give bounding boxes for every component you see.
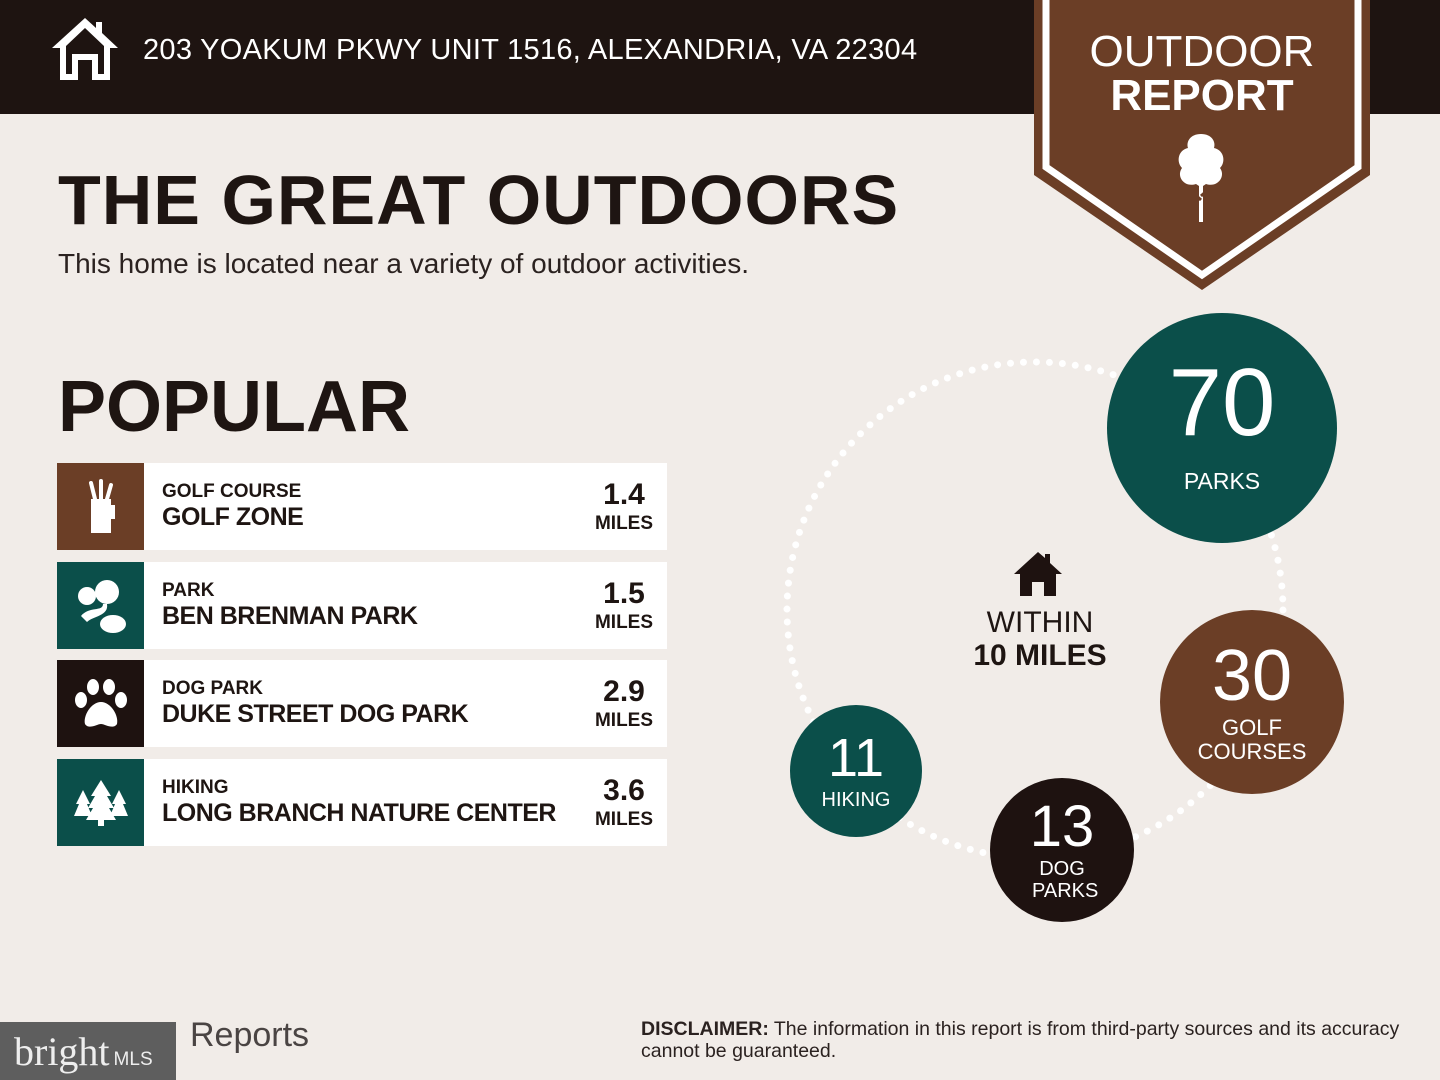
reports-logo: Reports: [190, 1016, 310, 1054]
popular-heading: POPULAR: [58, 367, 411, 447]
pine-trees-icon: [57, 759, 144, 846]
count-label: DOG PARKS: [1032, 858, 1099, 902]
within-line1: WITHIN: [986, 606, 1094, 639]
item-unit: MILES: [594, 612, 654, 633]
home-icon: [52, 18, 118, 80]
item-name: LONG BRANCH NATURE CENTER: [162, 799, 556, 827]
golf-count-circle: 30 GOLF COURSES: [1160, 610, 1344, 794]
badge-title: OUTDOOR REPORT: [1034, 30, 1370, 118]
item-category: DOG PARK: [162, 678, 263, 699]
count-label: PARKS: [1183, 468, 1261, 495]
list-item: GOLF COURSE GOLF ZONE 1.4 MILES: [57, 463, 667, 550]
count-label: HIKING: [821, 789, 891, 811]
parks-count-circle: 70 PARKS: [1107, 313, 1337, 543]
within-label: WITHIN 10 MILES: [940, 548, 1140, 672]
hiking-count-circle: 11 HIKING: [790, 705, 922, 837]
count-number: 13: [1029, 794, 1095, 859]
list-item: PARK BEN BRENMAN PARK 1.5 MILES: [57, 562, 667, 649]
paw-icon: [57, 660, 144, 747]
property-address: 203 YOAKUM PKWY UNIT 1516, ALEXANDRIA, V…: [143, 34, 918, 66]
item-distance: 1.5: [603, 577, 645, 610]
mls-text: MLS: [113, 1049, 153, 1070]
count-number: 70: [1168, 349, 1276, 457]
bright-mls-watermark: bright MLS: [0, 1022, 176, 1080]
item-name: GOLF ZONE: [162, 503, 304, 531]
bright-logo-text: bright: [14, 1029, 110, 1074]
count-number: 30: [1211, 635, 1293, 716]
page-subtitle: This home is located near a variety of o…: [58, 248, 750, 279]
tree-icon: [1178, 134, 1224, 222]
item-category: HIKING: [162, 777, 229, 798]
item-distance: 3.6: [603, 774, 645, 807]
item-name: BEN BRENMAN PARK: [162, 602, 418, 630]
item-distance: 1.4: [603, 478, 645, 511]
item-category: GOLF COURSE: [162, 481, 302, 502]
item-unit: MILES: [594, 710, 654, 731]
list-item: HIKING LONG BRANCH NATURE CENTER 3.6 MIL…: [57, 759, 667, 846]
badge-line2: REPORT: [1110, 71, 1294, 120]
page-title: THE GREAT OUTDOORS: [58, 161, 900, 239]
badge-line1: OUTDOOR: [1089, 27, 1315, 76]
item-unit: MILES: [594, 809, 654, 830]
park-icon: [57, 562, 144, 649]
dog-parks-count-circle: 13 DOG PARKS: [990, 778, 1134, 922]
within-line2: 10 MILES: [973, 639, 1107, 672]
count-label: GOLF COURSES: [1197, 714, 1307, 764]
disclaimer-label: DISCLAIMER:: [641, 1018, 769, 1040]
item-distance: 2.9: [603, 675, 645, 708]
item-unit: MILES: [594, 513, 654, 534]
golf-bag-icon: [57, 463, 144, 550]
list-item: DOG PARK DUKE STREET DOG PARK 2.9 MILES: [57, 660, 667, 747]
item-category: PARK: [162, 580, 215, 601]
disclaimer-text: The information in this report is from t…: [641, 1018, 1400, 1062]
disclaimer: DISCLAIMER: The information in this repo…: [641, 1018, 1401, 1062]
item-name: DUKE STREET DOG PARK: [162, 700, 469, 728]
home-icon: [1014, 552, 1062, 596]
count-number: 11: [827, 728, 885, 788]
